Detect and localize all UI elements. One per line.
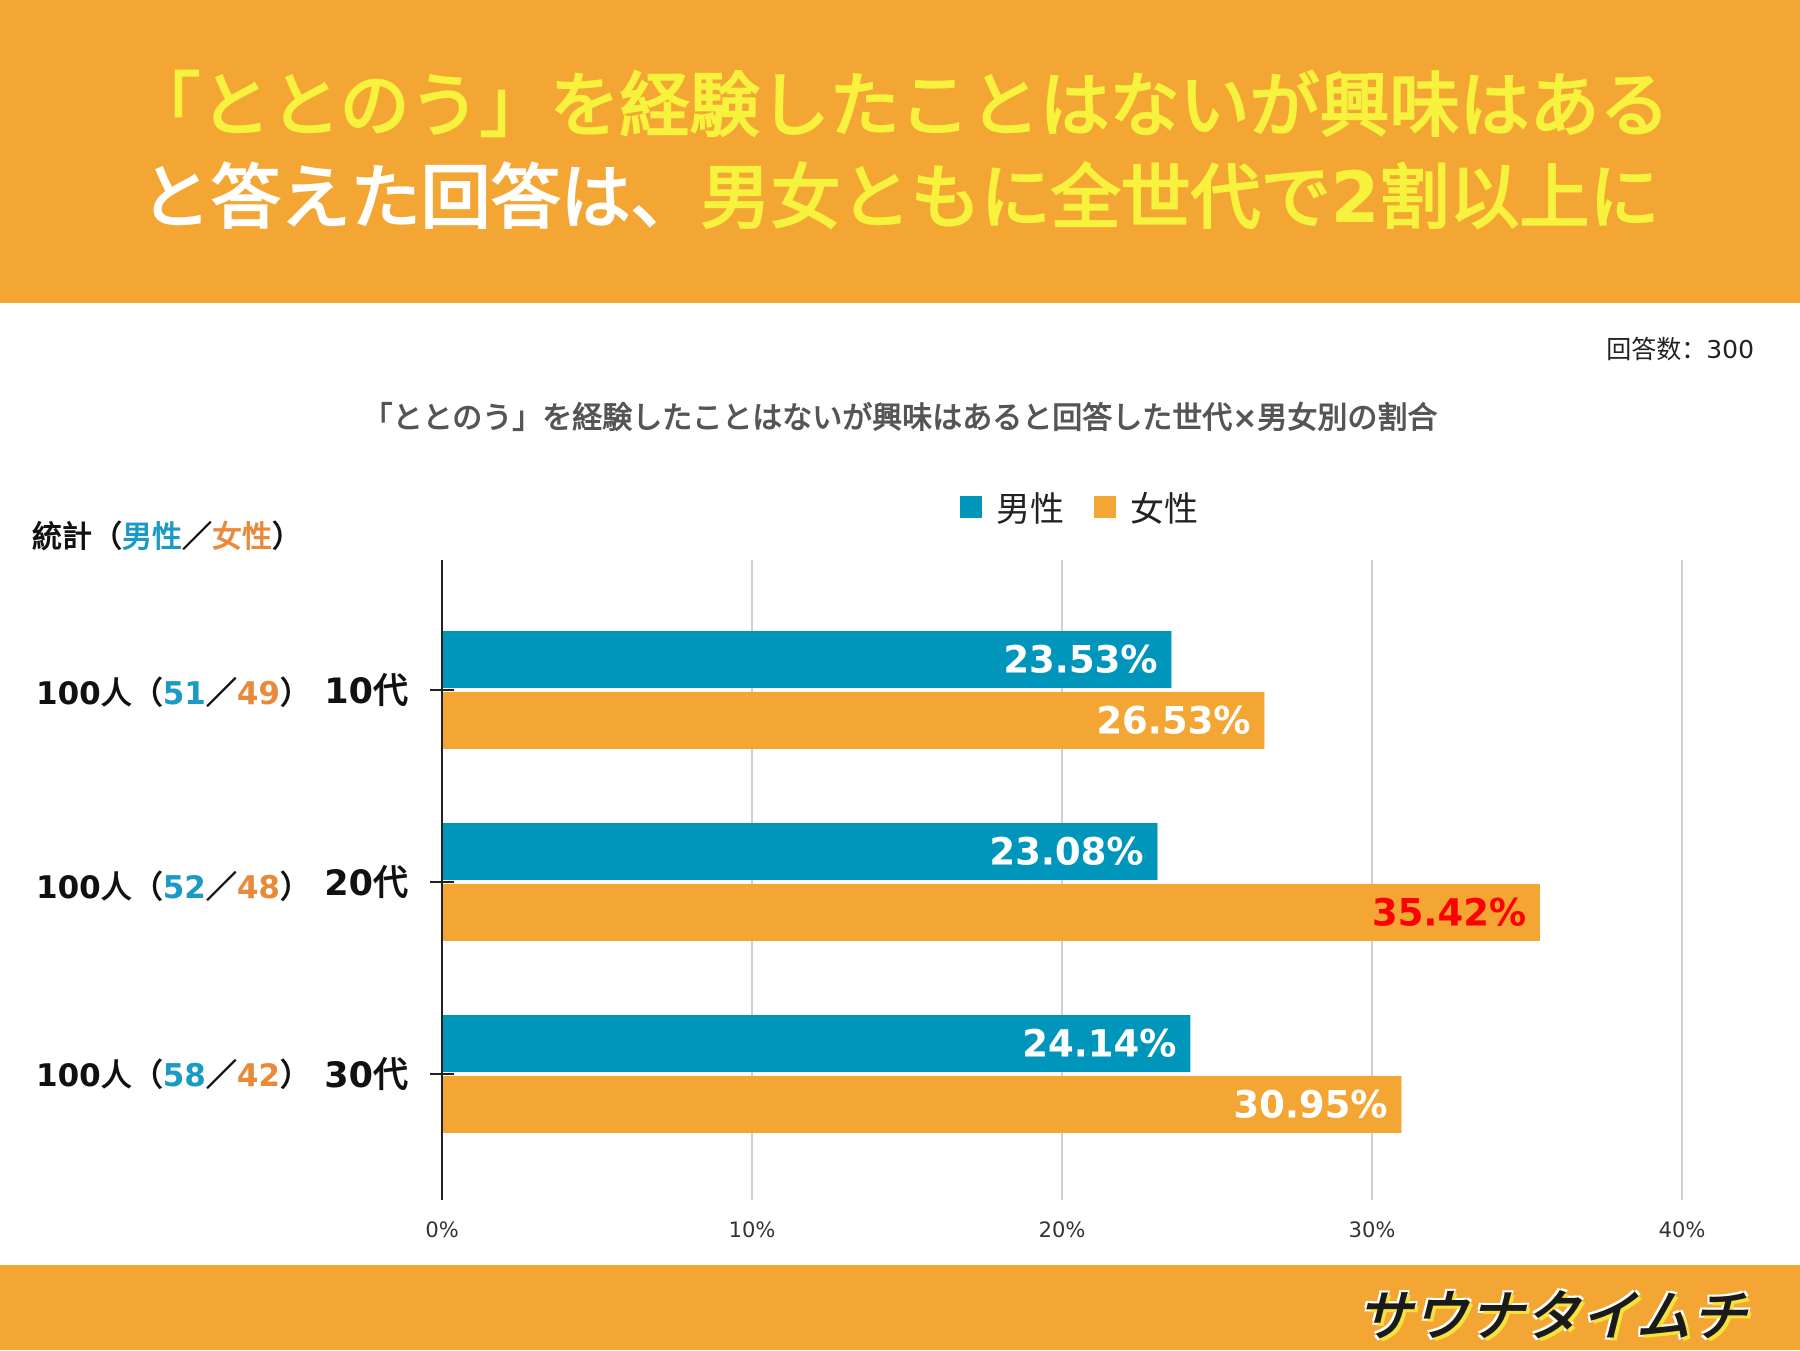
stat-total: 100人（ — [36, 676, 163, 712]
stats-header-female: 女性 — [212, 520, 272, 555]
stat-female-count: 49 — [236, 676, 280, 712]
title-banner: 「ととのう」を経験したことはないが興味はある と答えた回答は、男女ともに全世代で… — [0, 0, 1800, 303]
stat-female-count: 48 — [236, 870, 280, 906]
legend-swatch-male — [960, 495, 982, 518]
stat-sep: ／ — [205, 676, 237, 712]
stat-male-count: 51 — [162, 676, 206, 712]
stat-row-10s: 100人（51／49） — [36, 668, 311, 713]
headline-line-1: 「ととのう」を経験したことはないが興味はある — [0, 64, 1800, 148]
data-label-male-2: 24.14% — [1022, 1023, 1176, 1066]
x-tick-label-40: 40% — [1659, 1218, 1706, 1242]
data-label-female-1: 35.42% — [1372, 892, 1526, 935]
stat-row-20s: 100人（52／48） — [36, 862, 311, 907]
x-tick-label-30: 30% — [1349, 1218, 1396, 1242]
x-tick-label-0: 0% — [425, 1218, 458, 1242]
data-label-female-0: 26.53% — [1096, 700, 1250, 743]
headline-text-2-white: と答えた回答は、 — [140, 157, 701, 239]
chart-title: 「ととのう」を経験したことはないが興味はあると回答した世代×男女別の割合 — [362, 401, 1438, 436]
chart-legend: 男性 女性 — [960, 482, 1228, 531]
respondent-count: 回答数：300 — [1606, 335, 1754, 364]
stat-male-count: 52 — [162, 870, 206, 906]
bar-chart: 0% 10% 20% 30% 40% 23.53% 26.53% 10代 23.08% 35.42… — [324, 560, 1706, 1242]
x-tick-label-10: 10% — [729, 1218, 776, 1242]
footer-band — [0, 1265, 1800, 1350]
stat-close: ） — [280, 1058, 311, 1094]
category-label-1: 20代 — [324, 864, 408, 904]
bar-female-2 — [442, 1076, 1402, 1133]
stat-female-count: 42 — [236, 1058, 280, 1094]
stat-row-30s: 100人（58／42） — [36, 1050, 311, 1095]
brand-logo: サウナタイムチ — [1357, 1285, 1748, 1348]
stat-close: ） — [280, 676, 311, 712]
stats-header: 統計（男性／女性） — [32, 512, 302, 556]
headline-line-2: と答えた回答は、男女ともに全世代で2割以上に — [0, 156, 1800, 240]
data-label-male-1: 23.08% — [989, 831, 1143, 874]
legend-label-female: 女性 — [1130, 490, 1198, 530]
legend-label-male: 男性 — [996, 490, 1064, 530]
headline-text-2-yellow: 男女ともに全世代で2割以上に — [700, 157, 1660, 239]
stat-total: 100人（ — [36, 870, 163, 906]
bar-male-2 — [442, 1015, 1191, 1072]
stats-header-suffix: ） — [272, 520, 302, 555]
legend-entry-male: 男性 — [960, 482, 1064, 531]
x-tick-label-20: 20% — [1039, 1218, 1086, 1242]
bar-female-0 — [442, 692, 1265, 749]
stat-total: 100人（ — [36, 1058, 163, 1094]
bar-male-0 — [442, 631, 1172, 688]
headline-text-1: 「ととのう」を経験したことはないが興味はある — [130, 65, 1670, 147]
bar-male-1 — [442, 823, 1158, 880]
stats-header-sep: ／ — [182, 520, 212, 555]
category-label-0: 10代 — [324, 672, 408, 712]
stats-header-male: 男性 — [122, 520, 182, 555]
data-label-male-0: 23.53% — [1003, 639, 1157, 682]
bar-female-1 — [442, 884, 1541, 941]
category-label-2: 30代 — [324, 1056, 408, 1096]
stats-header-prefix: 統計（ — [32, 520, 122, 555]
legend-swatch-female — [1094, 495, 1116, 518]
data-label-female-2: 30.95% — [1233, 1084, 1387, 1127]
stat-male-count: 58 — [162, 1058, 206, 1094]
stat-sep: ／ — [205, 1058, 237, 1094]
legend-entry-female: 女性 — [1094, 482, 1198, 531]
stat-close: ） — [280, 870, 311, 906]
stat-sep: ／ — [205, 870, 237, 906]
